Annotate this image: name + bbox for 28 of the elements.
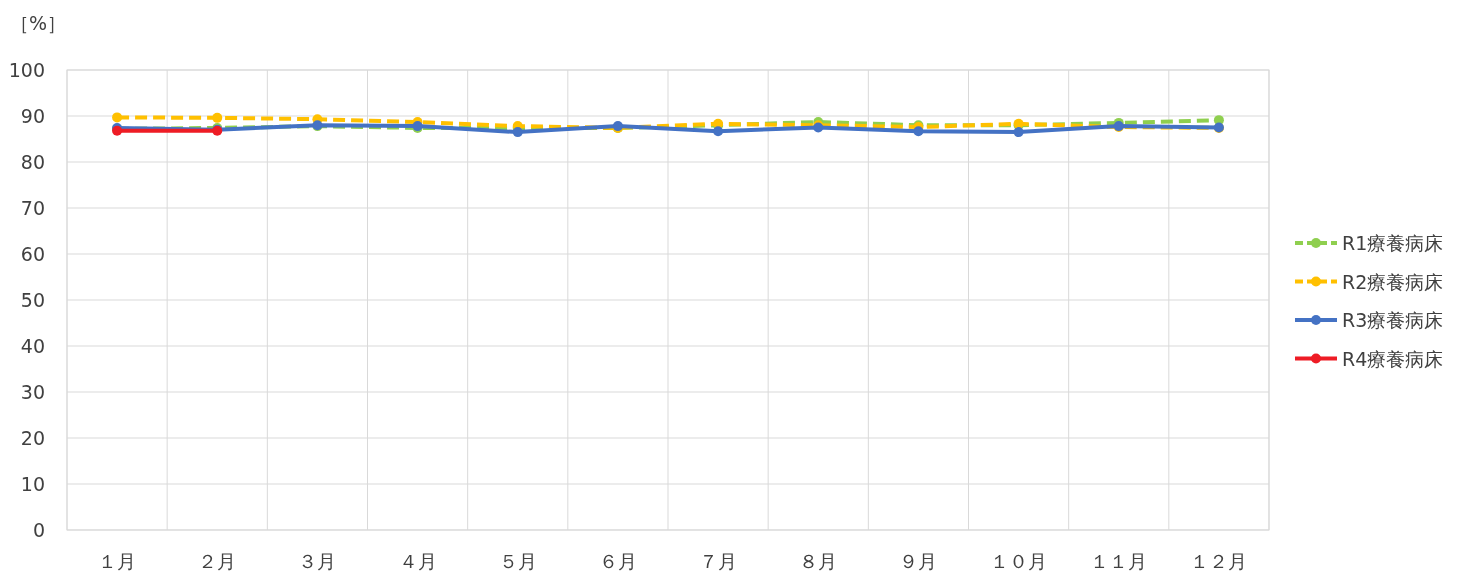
x-tick-label: ６月	[598, 550, 637, 572]
y-tick-label: 100	[8, 59, 45, 81]
x-tick-label: １０月	[990, 550, 1048, 572]
y-tick-label: 90	[20, 105, 45, 127]
legend-label: R4療養病床	[1342, 347, 1444, 370]
y-tick-label: 10	[20, 473, 45, 495]
x-tick-label: ４月	[398, 550, 437, 572]
x-tick-label: １月	[98, 550, 137, 572]
y-axis-title: ［%］	[10, 12, 67, 34]
x-tick-label: ５月	[498, 550, 537, 572]
y-tick-label: 70	[20, 197, 45, 219]
y-tick-label: 60	[20, 243, 45, 265]
legend-label: R1療養病床	[1342, 232, 1444, 254]
x-tick-label: ９月	[899, 550, 938, 572]
legend-label: R2療養病床	[1342, 270, 1444, 293]
y-tick-label: 0	[32, 519, 45, 541]
x-tick-label: ８月	[799, 550, 838, 572]
y-tick-label: 40	[20, 335, 45, 357]
y-tick-label: 80	[20, 151, 45, 173]
x-tick-label: ３月	[298, 550, 337, 572]
legend-label: R3療養病床	[1342, 309, 1444, 331]
y-tick-label: 50	[20, 289, 45, 311]
x-tick-label: １１月	[1090, 550, 1148, 572]
x-tick-label: ７月	[699, 550, 738, 572]
y-tick-label: 30	[20, 381, 45, 403]
x-tick-label: ２月	[198, 550, 237, 572]
y-tick-label: 20	[20, 427, 45, 449]
x-tick-label: １２月	[1190, 550, 1248, 572]
